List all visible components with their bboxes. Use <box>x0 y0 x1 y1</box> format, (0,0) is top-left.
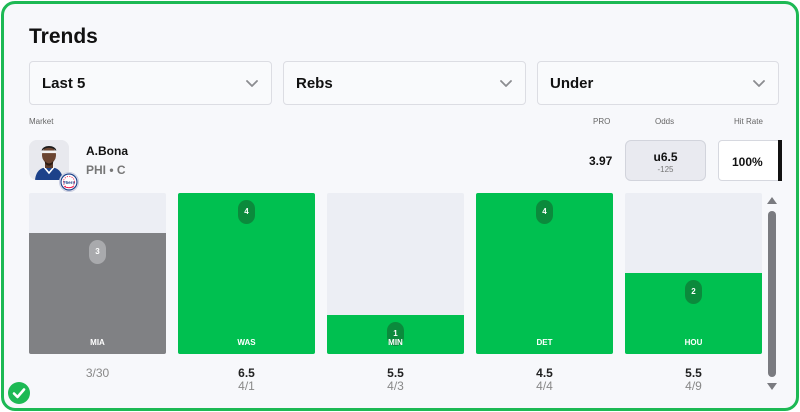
bar-value-pill: 2 <box>685 280 702 304</box>
game-line-value: 5.5 <box>685 366 702 380</box>
chevron-down-icon <box>500 80 512 87</box>
game-date: 4/9 <box>685 379 702 393</box>
odds-button[interactable]: u6.5 -125 <box>625 140 706 181</box>
player-avatar <box>29 140 69 180</box>
bar-fill-hit: 1 MIN <box>327 315 464 354</box>
bar-value-pill: 4 <box>536 200 553 224</box>
player-team-position: PHI • C <box>86 163 126 177</box>
bar-track: 2 HOU <box>625 193 762 354</box>
team-logo: 76ers <box>59 172 79 192</box>
bar-value-pill: 1 <box>387 322 404 346</box>
side-dropdown[interactable]: Under <box>537 61 779 105</box>
bar-opponent-label: HOU <box>684 338 703 347</box>
pro-column-header: PRO <box>593 117 611 126</box>
game-line-value: 6.5 <box>238 366 255 380</box>
bar-value-pill: 4 <box>238 200 255 224</box>
game-date: 3/30 <box>85 366 110 380</box>
scrollbar-thumb[interactable] <box>768 211 776 377</box>
bar-opponent-label: MIN <box>388 338 403 347</box>
bar-fill-miss: 3 MIA <box>29 233 166 354</box>
odds-line: u6.5 <box>653 150 678 164</box>
bar-opponent-label: MIA <box>90 338 105 347</box>
game-line-value: 5.5 <box>387 366 404 380</box>
pro-projection: 3.97 <box>589 154 613 168</box>
bar-value-pill: 3 <box>89 240 106 264</box>
game-date: 4/4 <box>536 379 553 393</box>
player-name[interactable]: A.Bona <box>86 144 128 158</box>
side-dropdown-value: Under <box>550 75 594 92</box>
bar-track: 1 MIN <box>327 193 464 354</box>
stat-dropdown[interactable]: Rebs <box>283 61 526 105</box>
checkmark-icon <box>8 382 30 404</box>
svg-text:76ers: 76ers <box>63 180 75 185</box>
player-headshot-icon <box>29 140 69 180</box>
game-line-value: 4.5 <box>536 366 553 380</box>
team-logo-icon: 76ers <box>60 173 78 191</box>
scroll-up-arrow-icon[interactable] <box>767 196 777 204</box>
bar-opponent-label: DET <box>536 338 553 347</box>
market-column-header: Market <box>29 117 54 126</box>
bar-fill-hit: 4 DET <box>476 193 613 354</box>
game-date: 4/3 <box>387 379 404 393</box>
bar-track: 3 MIA <box>29 193 166 354</box>
odds-column-header: Odds <box>655 117 675 126</box>
bar-fill-hit: 4 WAS <box>178 193 315 354</box>
page-title: Trends <box>29 25 98 48</box>
chevron-down-icon <box>246 80 258 87</box>
bar-track: 4 DET <box>476 193 613 354</box>
hit-rate-box: 100% <box>718 140 782 181</box>
stat-dropdown-value: Rebs <box>296 75 333 92</box>
hit-rate-column-header: Hit Rate <box>734 117 763 126</box>
bar-track: 4 WAS <box>178 193 315 354</box>
scroll-down-arrow-icon[interactable] <box>767 383 777 391</box>
range-dropdown[interactable]: Last 5 <box>29 61 272 105</box>
game-date: 4/1 <box>238 379 255 393</box>
bar-opponent-label: WAS <box>237 338 256 347</box>
odds-price: -125 <box>657 165 674 174</box>
hit-rate-value: 100% <box>732 155 763 169</box>
chevron-down-icon <box>753 80 765 87</box>
bar-fill-hit: 2 HOU <box>625 273 762 354</box>
scrollbar[interactable] <box>766 196 778 391</box>
range-dropdown-value: Last 5 <box>42 75 86 92</box>
